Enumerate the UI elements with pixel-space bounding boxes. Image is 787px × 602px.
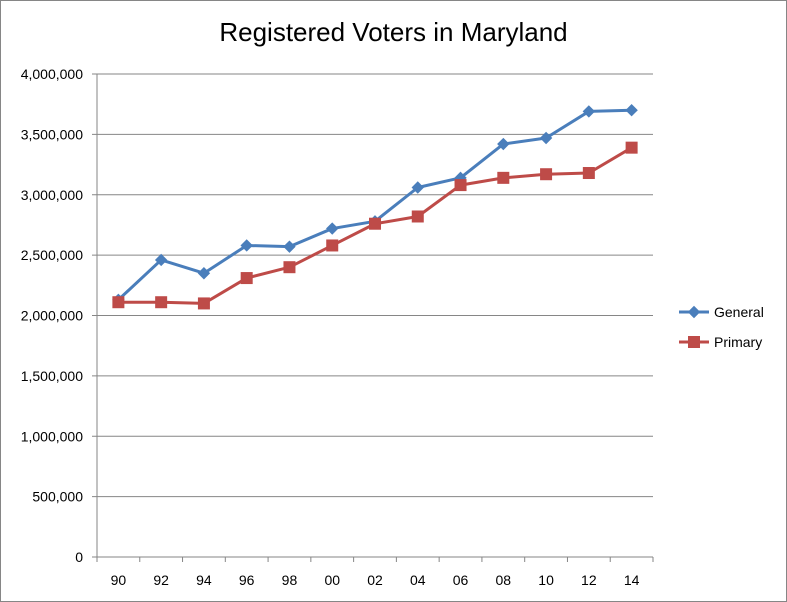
x-tick-label: 96 xyxy=(239,572,255,588)
data-point-general xyxy=(582,105,596,118)
data-point-primary xyxy=(155,296,168,309)
x-axis-tick-labels: 90 92 94 96 98 00 02 04 06 08 10 12 14 xyxy=(111,572,640,588)
legend: General Primary xyxy=(679,304,764,350)
x-tick-label: 04 xyxy=(410,572,426,588)
chart-title: Registered Voters in Maryland xyxy=(219,17,568,47)
data-point-general xyxy=(411,181,424,194)
x-tick-label: 90 xyxy=(111,572,127,588)
y-axis-tick-labels: 0 500,000 1,000,000 1,500,000 2,000,000 2,500… xyxy=(21,66,84,565)
x-tick-label: 98 xyxy=(282,572,298,588)
data-point-general xyxy=(240,239,253,252)
data-point-primary xyxy=(625,141,638,154)
data-point-primary xyxy=(540,168,553,181)
data-point-general xyxy=(497,137,510,151)
x-tick-label: 14 xyxy=(624,572,640,588)
y-tick-label: 1,000,000 xyxy=(21,428,83,444)
data-point-primary xyxy=(454,179,467,192)
axes xyxy=(92,73,654,562)
legend-label: General xyxy=(714,304,764,320)
y-tick-label: 3,000,000 xyxy=(21,187,83,203)
y-tick-label: 2,000,000 xyxy=(21,308,83,324)
data-point-general xyxy=(539,131,553,145)
x-tick-label: 92 xyxy=(153,572,169,588)
data-point-general xyxy=(625,104,638,117)
y-tick-label: 0 xyxy=(75,549,83,565)
data-point-primary xyxy=(369,217,381,230)
data-point-primary xyxy=(240,272,253,285)
series xyxy=(112,104,638,310)
data-point-primary xyxy=(197,297,210,310)
data-point-general xyxy=(326,222,339,235)
data-point-primary xyxy=(497,171,510,184)
y-tick-label: 3,500,000 xyxy=(21,126,83,142)
legend-item-general: General xyxy=(679,304,764,320)
legend-item-primary: Primary xyxy=(679,334,762,350)
data-point-general xyxy=(283,240,296,253)
legend-marker xyxy=(688,336,700,348)
x-tick-label: 94 xyxy=(196,572,212,588)
legend-label: Primary xyxy=(714,334,762,350)
data-point-general xyxy=(197,267,211,280)
data-point-primary xyxy=(112,296,125,309)
data-point-primary xyxy=(283,261,296,274)
y-tick-label: 2,500,000 xyxy=(21,247,83,263)
legend-marker xyxy=(687,305,701,319)
data-point-primary xyxy=(326,239,339,252)
x-tick-label: 10 xyxy=(538,572,554,588)
x-tick-label: 02 xyxy=(367,572,383,588)
gridlines xyxy=(97,73,653,498)
data-point-primary xyxy=(582,167,595,180)
y-tick-label: 500,000 xyxy=(32,489,83,505)
data-point-primary xyxy=(411,210,424,223)
series-primary xyxy=(112,141,638,310)
x-tick-label: 00 xyxy=(324,572,340,588)
y-tick-label: 4,000,000 xyxy=(21,66,83,82)
x-tick-label: 06 xyxy=(453,572,469,588)
series-line-general xyxy=(117,108,632,301)
y-tick-label: 1,500,000 xyxy=(21,368,83,384)
x-tick-label: 08 xyxy=(496,572,512,588)
x-tick-label: 12 xyxy=(581,572,597,588)
data-point-general xyxy=(154,253,168,267)
